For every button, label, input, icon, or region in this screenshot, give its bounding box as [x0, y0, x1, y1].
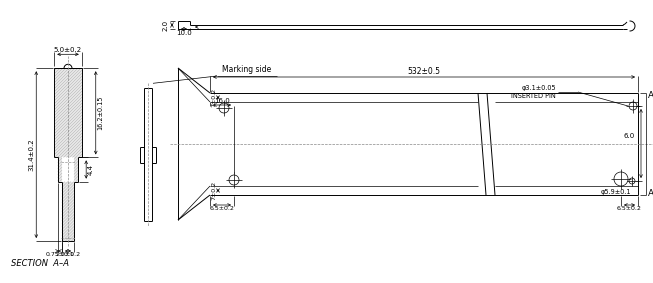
- Bar: [58, 157, 62, 182]
- Text: 6.5±0.2: 6.5±0.2: [617, 207, 642, 211]
- Text: 0.75±0.1: 0.75±0.1: [46, 252, 74, 258]
- Text: 6.5±0.2: 6.5±0.2: [210, 207, 234, 211]
- Text: 16.2±0.15: 16.2±0.15: [98, 96, 104, 130]
- Text: SECTION  A–A: SECTION A–A: [11, 258, 69, 267]
- Text: 6.0: 6.0: [624, 133, 635, 139]
- Text: 5.0±0.2: 5.0±0.2: [54, 47, 82, 53]
- Text: 31.4±0.2: 31.4±0.2: [28, 138, 34, 171]
- Text: φ5.9±0.1: φ5.9±0.1: [601, 189, 631, 195]
- Text: INSERTED PIN: INSERTED PIN: [511, 93, 556, 99]
- Text: 16.0: 16.0: [214, 98, 230, 104]
- Text: 4.4: 4.4: [88, 164, 94, 175]
- Text: 532±0.5: 532±0.5: [407, 67, 441, 76]
- Text: 7±0.2: 7±0.2: [211, 88, 216, 107]
- Bar: [54, 68, 82, 157]
- Text: A: A: [648, 188, 653, 198]
- Bar: [74, 157, 78, 182]
- Text: A: A: [648, 91, 653, 100]
- Text: 7±0.2: 7±0.2: [211, 181, 216, 200]
- Text: 2.0: 2.0: [163, 20, 169, 31]
- Text: φ3.1±0.05: φ3.1±0.05: [522, 85, 556, 91]
- Text: 2.2±0.2: 2.2±0.2: [56, 252, 80, 258]
- Text: Marking side: Marking side: [222, 65, 271, 74]
- Bar: [62, 182, 74, 241]
- Text: 10.0: 10.0: [176, 30, 192, 36]
